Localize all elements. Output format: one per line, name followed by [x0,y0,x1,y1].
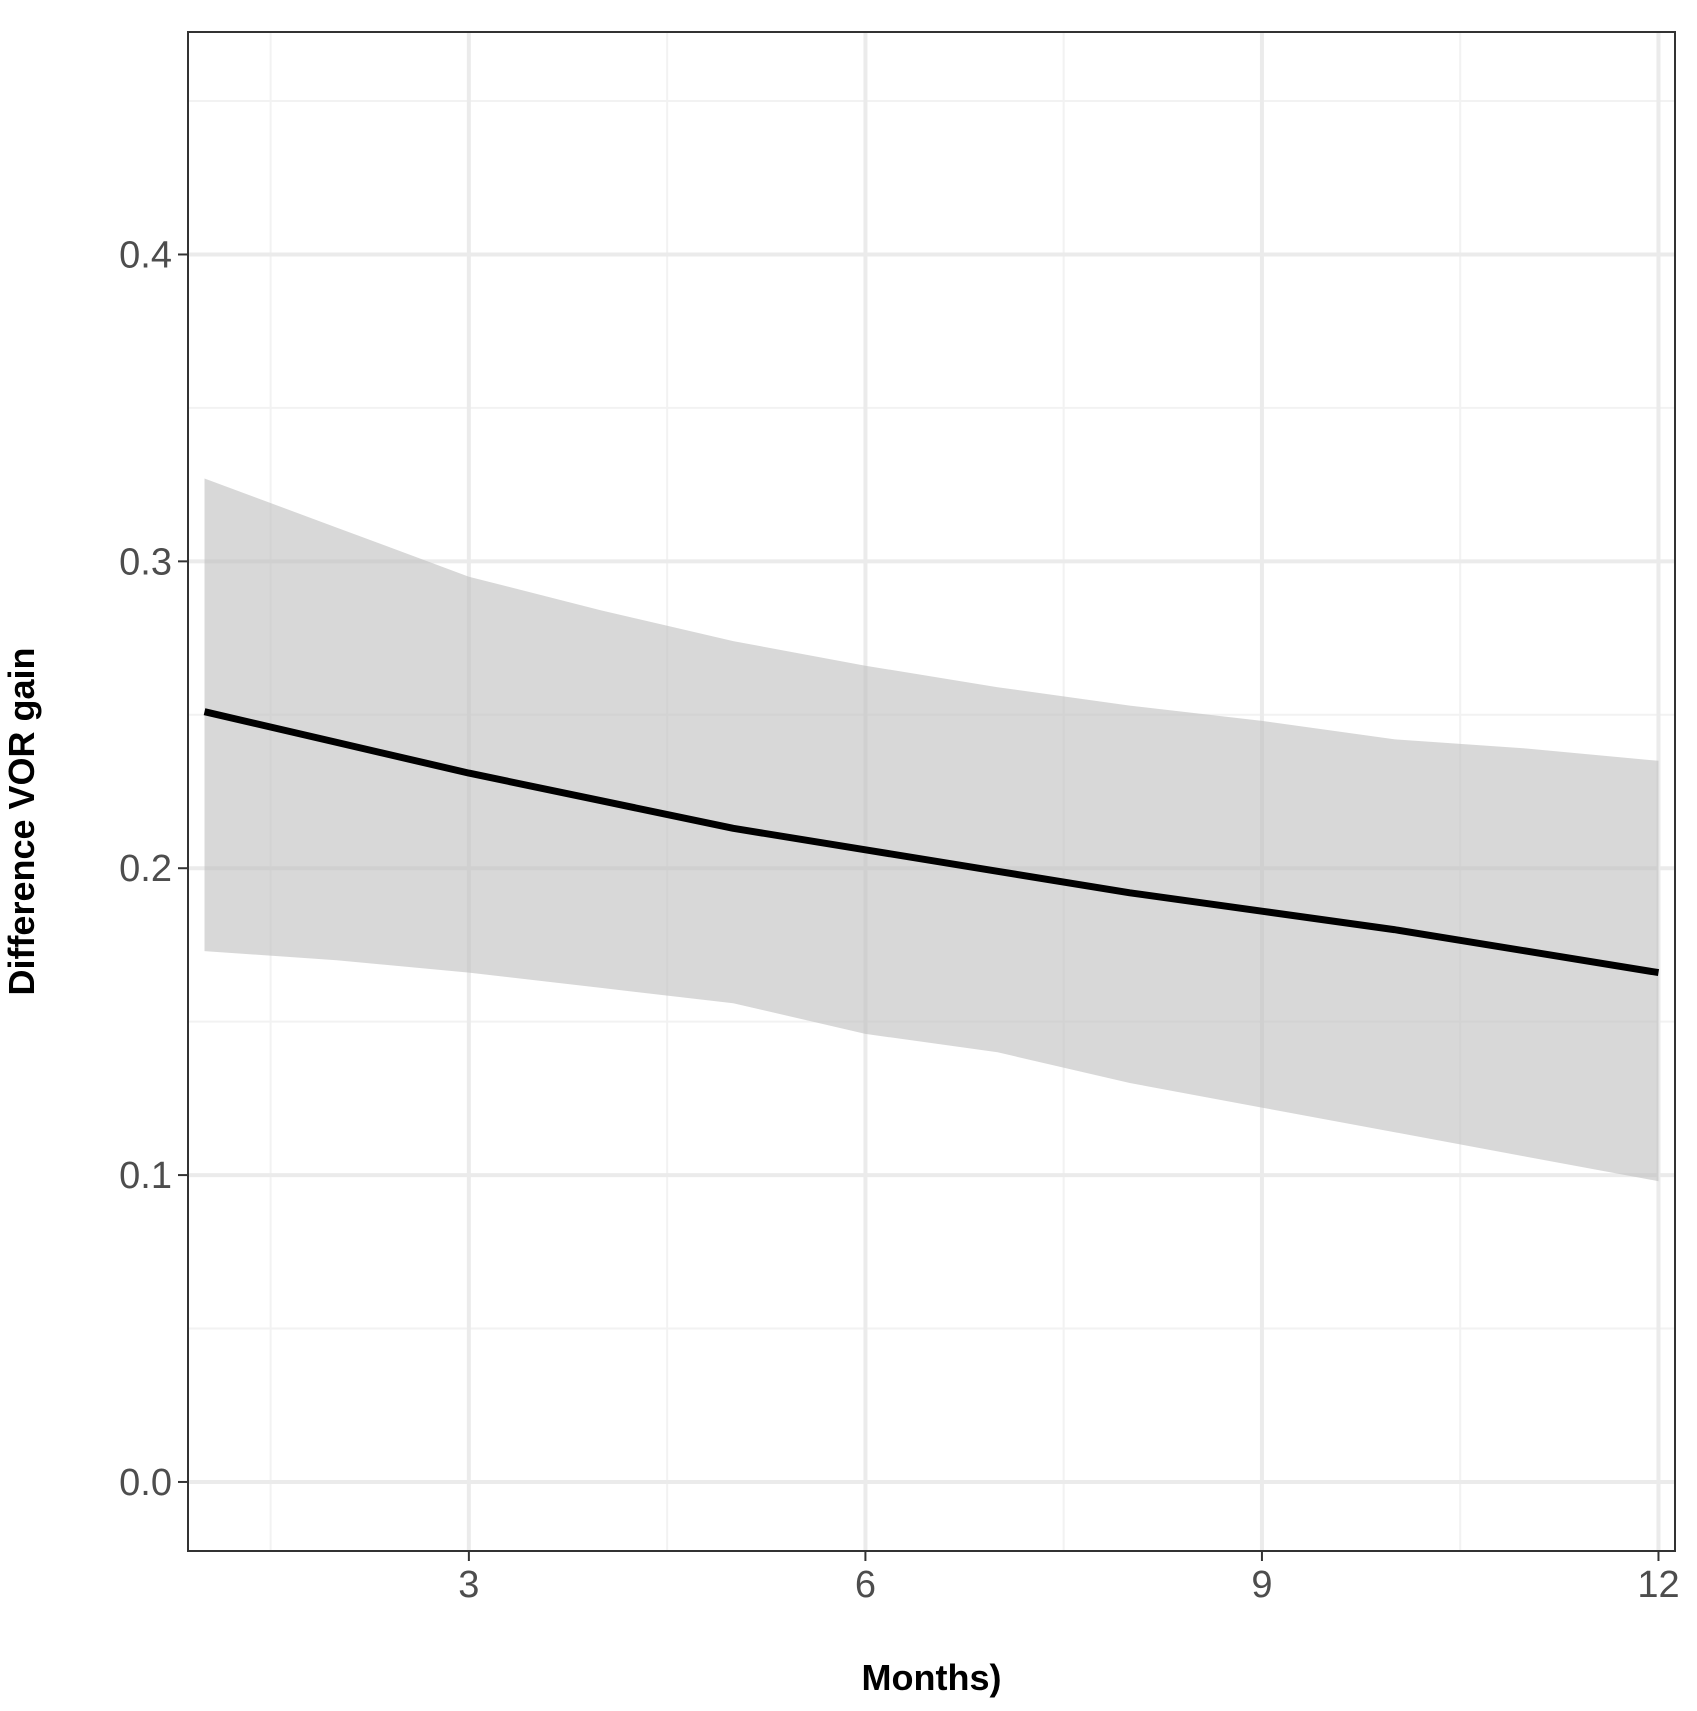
confidence-band [204,478,1659,1182]
y-axis-title: Difference VOR gain [1,647,42,995]
x-tick-label: 6 [855,1564,876,1606]
y-tick-label: 0.3 [119,541,172,583]
x-tick-label: 3 [458,1564,479,1606]
plot-border [187,31,1676,1552]
y-tick-label: 0.4 [119,234,172,276]
x-tick-label: 9 [1251,1564,1272,1606]
axis-ticks: 3 6 9 12 0.0 0.1 0.2 0.3 0.4 [119,234,1679,1606]
series-line [203,708,1660,977]
series-line-layer [203,708,1660,977]
y-tick-label: 0.1 [119,1155,172,1197]
x-axis-title: Months) [862,1657,1002,1698]
confidence-band-layer [204,478,1659,1182]
y-tick-label: 0.0 [119,1462,172,1504]
y-tick-label: 0.2 [119,848,172,890]
x-tick-label: 12 [1637,1564,1679,1606]
